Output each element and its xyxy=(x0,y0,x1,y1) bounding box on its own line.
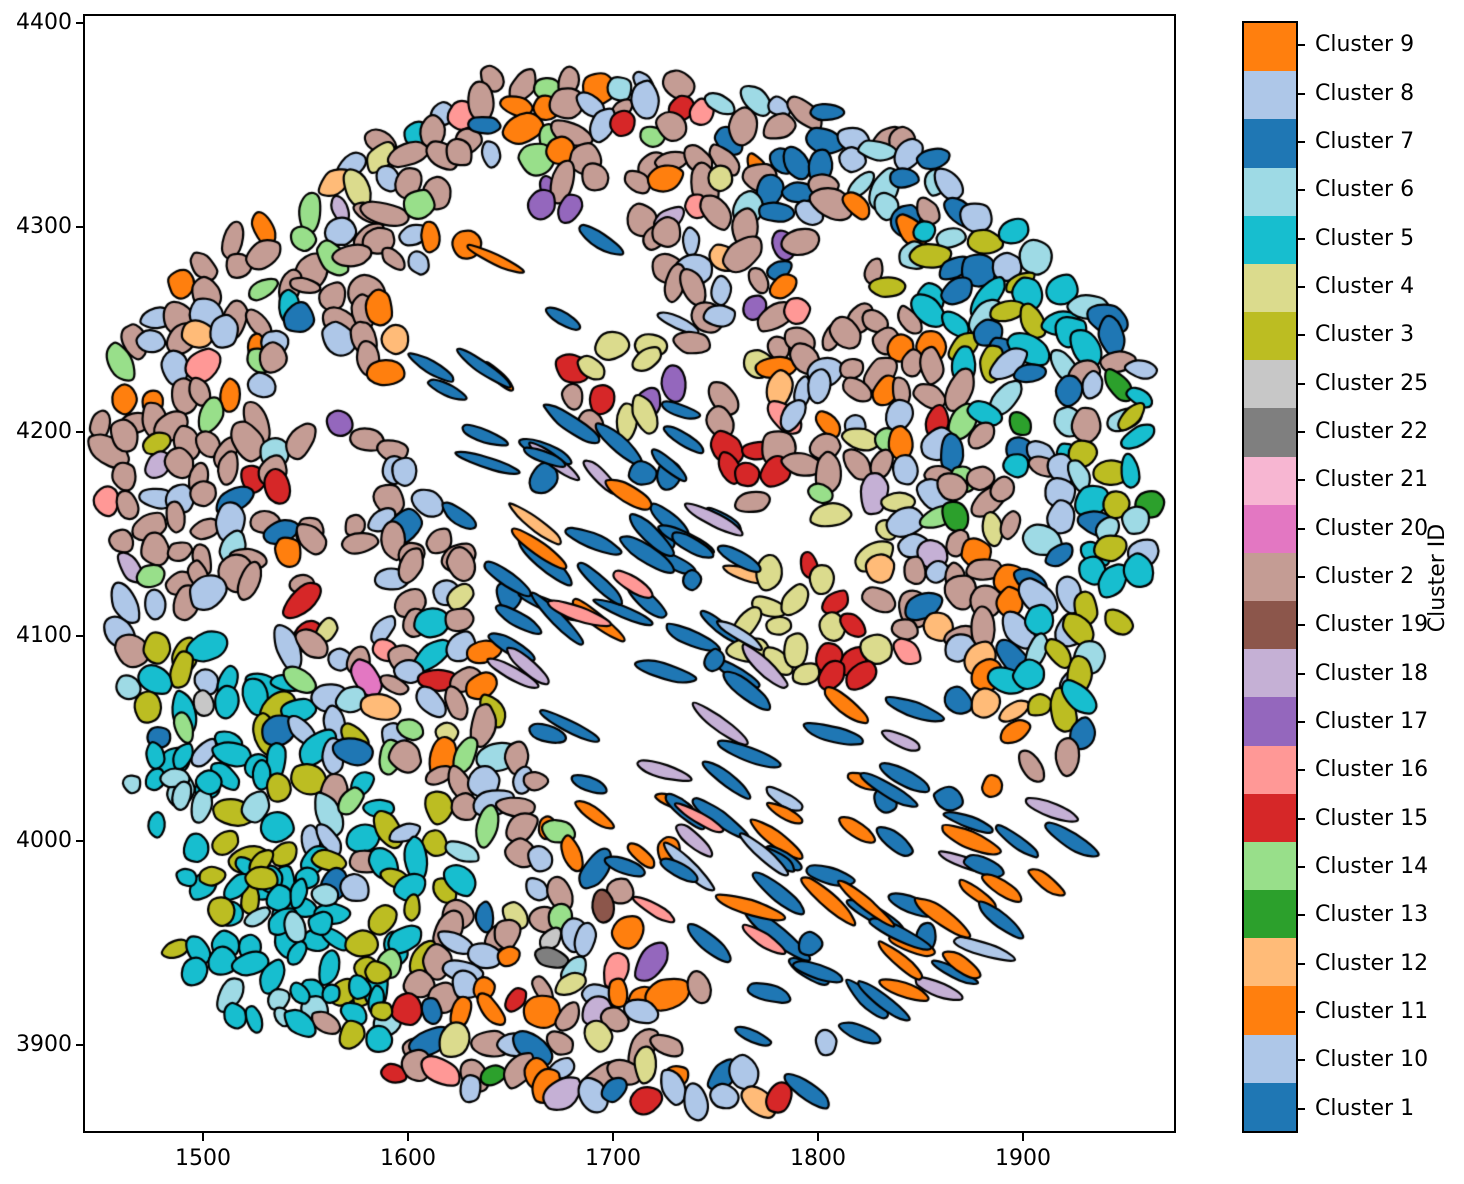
y-tick-4200 xyxy=(76,431,84,433)
x-tick-1900 xyxy=(1022,1133,1024,1141)
colorbar-label-cluster-15: Cluster 15 xyxy=(1315,805,1429,831)
colorbar-label-cluster-10: Cluster 10 xyxy=(1315,1047,1429,1073)
colorbar-label-cluster-14: Cluster 14 xyxy=(1315,854,1429,880)
x-tick-label-1500: 1500 xyxy=(175,1146,231,1171)
colorbar-tick-cluster-1 xyxy=(1298,1107,1305,1110)
colorbar-tick-cluster-4 xyxy=(1298,285,1305,288)
colorbar-label-cluster-11: Cluster 11 xyxy=(1315,999,1429,1025)
colorbar-label-cluster-7: Cluster 7 xyxy=(1315,128,1415,154)
x-tick-1500 xyxy=(202,1133,204,1141)
colorbar-segment-cluster-4 xyxy=(1244,263,1296,313)
colorbar-tick-cluster-15 xyxy=(1298,817,1305,820)
colorbar-segment-cluster-21 xyxy=(1244,456,1296,505)
colorbar-label-cluster-12: Cluster 12 xyxy=(1315,950,1429,976)
colorbar-segment-cluster-19 xyxy=(1244,601,1296,650)
colorbar-segment-cluster-15 xyxy=(1244,793,1296,842)
colorbar-segment-cluster-3 xyxy=(1244,312,1296,361)
colorbar-tick-cluster-19 xyxy=(1298,624,1305,627)
colorbar-label-cluster-6: Cluster 6 xyxy=(1315,177,1415,203)
colorbar-tick-cluster-7 xyxy=(1298,140,1305,143)
colorbar-label-cluster-13: Cluster 13 xyxy=(1315,902,1429,928)
colorbar-tick-cluster-16 xyxy=(1298,769,1305,772)
colorbar-tick-cluster-18 xyxy=(1298,672,1305,675)
x-tick-1700 xyxy=(612,1133,614,1141)
colorbar-segment-cluster-6 xyxy=(1244,167,1296,216)
colorbar-tick-cluster-2 xyxy=(1298,576,1305,578)
x-tick-label-1600: 1600 xyxy=(380,1146,436,1171)
colorbar-axis-label: Cluster ID xyxy=(1425,523,1450,633)
colorbar-tick-cluster-25 xyxy=(1298,382,1305,385)
colorbar-segment-cluster-1 xyxy=(1244,1082,1296,1131)
y-tick-label-4400: 4400 xyxy=(16,10,72,35)
colorbar-segment-cluster-11 xyxy=(1244,986,1296,1035)
colorbar-label-cluster-8: Cluster 8 xyxy=(1315,80,1415,106)
y-tick-4100 xyxy=(76,635,84,637)
colorbar-label-cluster-4: Cluster 4 xyxy=(1315,273,1415,299)
x-tick-label-1700: 1700 xyxy=(585,1146,641,1171)
colorbar-segment-cluster-20 xyxy=(1244,504,1296,553)
colorbar-label-cluster-25: Cluster 25 xyxy=(1315,370,1429,396)
y-tick-label-3900: 3900 xyxy=(16,1032,72,1057)
colorbar-label-cluster-21: Cluster 21 xyxy=(1315,467,1429,493)
colorbar-label-cluster-22: Cluster 22 xyxy=(1315,418,1429,444)
colorbar-tick-cluster-5 xyxy=(1298,237,1305,240)
colorbar-tick-cluster-22 xyxy=(1298,430,1305,433)
y-tick-label-4000: 4000 xyxy=(16,828,72,853)
colorbar-label-cluster-3: Cluster 3 xyxy=(1315,322,1415,348)
x-tick-1800 xyxy=(817,1133,819,1141)
colorbar-label-cluster-5: Cluster 5 xyxy=(1315,225,1415,251)
colorbar-tick-cluster-8 xyxy=(1298,92,1305,95)
colorbar-label-cluster-16: Cluster 16 xyxy=(1315,757,1429,783)
colorbar-tick-cluster-9 xyxy=(1298,44,1305,47)
x-tick-1600 xyxy=(407,1133,409,1141)
colorbar-segment-cluster-14 xyxy=(1244,841,1296,891)
colorbar-tick-cluster-12 xyxy=(1298,962,1305,965)
colorbar-tick-cluster-11 xyxy=(1298,1011,1305,1014)
colorbar-tick-cluster-10 xyxy=(1298,1059,1305,1062)
colorbar-tick-cluster-3 xyxy=(1298,334,1305,337)
colorbar-segment-cluster-9 xyxy=(1244,23,1296,72)
colorbar-segment-cluster-17 xyxy=(1244,697,1296,746)
colorbar-label-cluster-1: Cluster 1 xyxy=(1315,1095,1415,1121)
y-tick-4400 xyxy=(76,22,84,24)
colorbar xyxy=(1242,21,1298,1133)
colorbar-tick-cluster-21 xyxy=(1298,479,1305,482)
colorbar-segment-cluster-22 xyxy=(1244,408,1296,457)
colorbar-segment-cluster-13 xyxy=(1244,890,1296,939)
colorbar-tick-cluster-14 xyxy=(1298,866,1305,869)
x-tick-label-1900: 1900 xyxy=(995,1146,1051,1171)
y-tick-3900 xyxy=(76,1044,84,1046)
colorbar-segment-cluster-12 xyxy=(1244,938,1296,987)
y-tick-4000 xyxy=(76,840,84,842)
colorbar-segment-cluster-18 xyxy=(1244,649,1296,698)
colorbar-tick-cluster-20 xyxy=(1298,527,1305,530)
y-tick-4300 xyxy=(76,226,84,228)
colorbar-label-cluster-18: Cluster 18 xyxy=(1315,660,1429,686)
y-tick-label-4200: 4200 xyxy=(16,419,72,444)
colorbar-segment-cluster-10 xyxy=(1244,1034,1296,1083)
colorbar-segment-cluster-7 xyxy=(1244,119,1296,168)
y-tick-label-4100: 4100 xyxy=(16,623,72,648)
colorbar-segment-cluster-2 xyxy=(1244,552,1296,602)
colorbar-tick-cluster-13 xyxy=(1298,914,1305,917)
x-tick-label-1800: 1800 xyxy=(790,1146,846,1171)
colorbar-label-cluster-9: Cluster 9 xyxy=(1315,32,1415,58)
colorbar-label-cluster-19: Cluster 19 xyxy=(1315,612,1429,638)
colorbar-label-cluster-17: Cluster 17 xyxy=(1315,709,1429,735)
colorbar-tick-cluster-6 xyxy=(1298,189,1305,192)
colorbar-label-cluster-2: Cluster 2 xyxy=(1315,564,1415,589)
colorbar-segment-cluster-25 xyxy=(1244,360,1296,409)
colorbar-segment-cluster-8 xyxy=(1244,71,1296,120)
colorbar-segment-cluster-16 xyxy=(1244,745,1296,794)
colorbar-tick-cluster-17 xyxy=(1298,721,1305,724)
y-tick-label-4300: 4300 xyxy=(16,214,72,239)
colorbar-label-cluster-20: Cluster 20 xyxy=(1315,515,1429,541)
colorbar-segment-cluster-5 xyxy=(1244,215,1296,264)
